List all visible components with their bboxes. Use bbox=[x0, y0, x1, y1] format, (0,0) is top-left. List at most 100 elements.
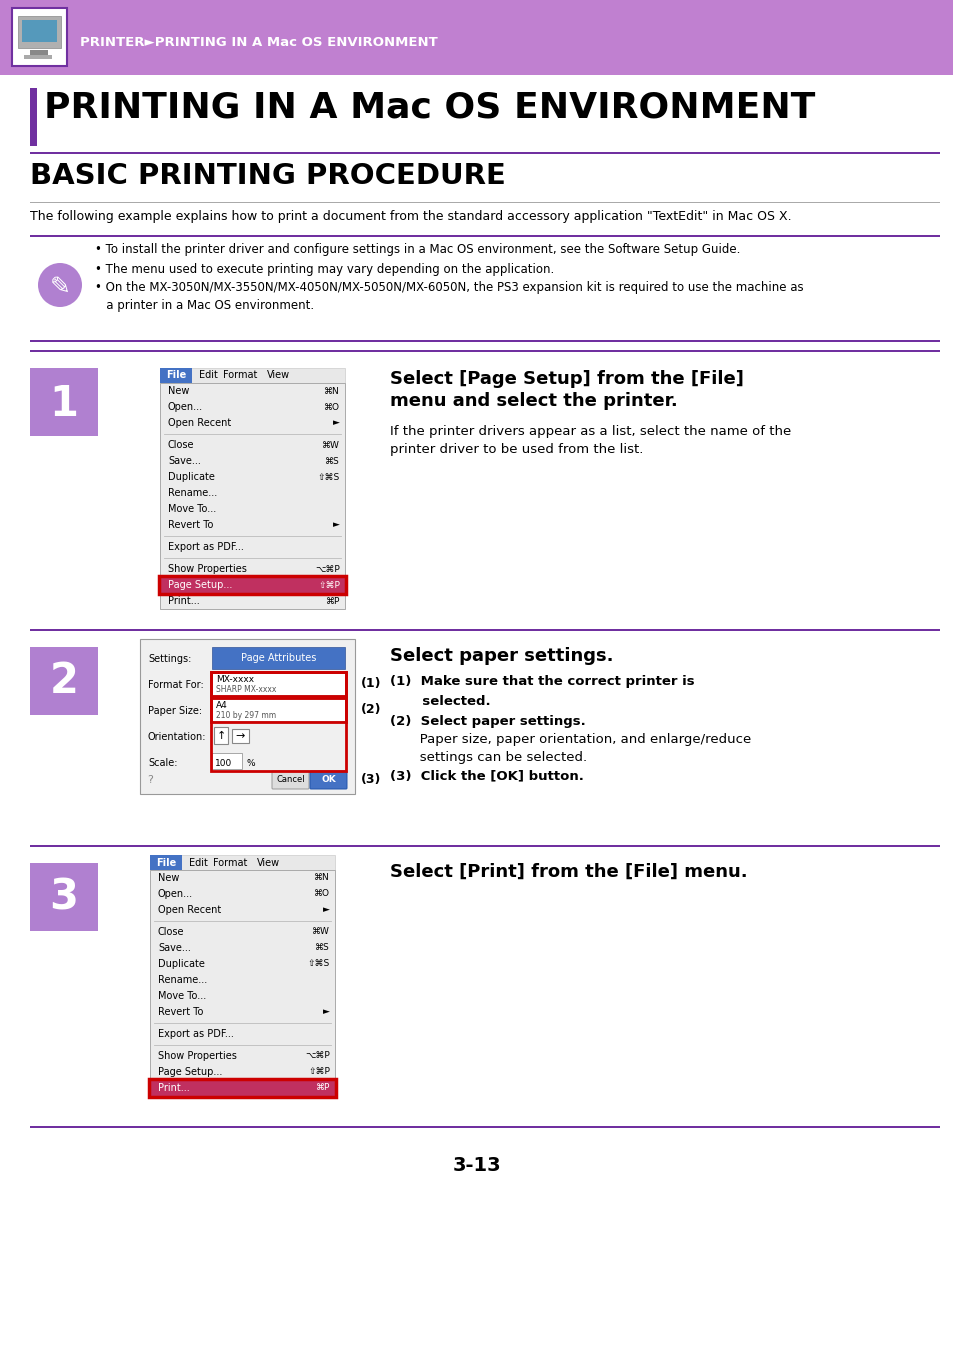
Text: PRINTING IN A Mac OS ENVIRONMENT: PRINTING IN A Mac OS ENVIRONMENT bbox=[44, 90, 815, 126]
Text: Select [Page Setup] from the [File]: Select [Page Setup] from the [File] bbox=[390, 370, 743, 387]
Bar bbox=[211, 672, 346, 771]
Text: ⌘S: ⌘S bbox=[314, 944, 330, 953]
Text: Open...: Open... bbox=[158, 890, 193, 899]
Text: • On the MX-3050N/MX-3550N/MX-4050N/MX-5050N/MX-6050N, the PS3 expansion kit is : • On the MX-3050N/MX-3550N/MX-4050N/MX-5… bbox=[95, 281, 802, 294]
Text: (2)  Select paper settings.: (2) Select paper settings. bbox=[390, 716, 585, 728]
Bar bbox=[30, 629, 939, 630]
Text: OK: OK bbox=[321, 775, 336, 784]
Text: Page Setup...: Page Setup... bbox=[168, 580, 233, 590]
Bar bbox=[232, 729, 249, 742]
Bar bbox=[211, 672, 346, 697]
Text: View: View bbox=[266, 370, 290, 381]
Text: ?: ? bbox=[147, 775, 152, 784]
Text: Show Properties: Show Properties bbox=[158, 1052, 236, 1061]
Bar bbox=[149, 1079, 335, 1098]
Text: ⌘W: ⌘W bbox=[312, 927, 330, 937]
Bar bbox=[160, 576, 345, 593]
Text: Rename...: Rename... bbox=[168, 487, 217, 498]
Text: Page Setup...: Page Setup... bbox=[158, 1066, 222, 1077]
Text: PRINTER►PRINTING IN A Mac OS ENVIRONMENT: PRINTER►PRINTING IN A Mac OS ENVIRONMENT bbox=[80, 36, 437, 50]
Text: menu and select the printer.: menu and select the printer. bbox=[390, 392, 677, 410]
Text: Format For:: Format For: bbox=[148, 680, 204, 690]
Text: Close: Close bbox=[158, 927, 184, 937]
Text: Paper size, paper orientation, and enlarge/reduce: Paper size, paper orientation, and enlar… bbox=[390, 733, 750, 747]
Bar bbox=[30, 350, 939, 351]
Bar bbox=[30, 369, 98, 436]
Bar bbox=[160, 383, 345, 609]
Text: ⌘W: ⌘W bbox=[322, 440, 339, 450]
Bar bbox=[0, 0, 953, 76]
Bar bbox=[12, 8, 67, 66]
Text: If the printer drivers appear as a list, select the name of the: If the printer drivers appear as a list,… bbox=[390, 425, 790, 437]
Text: Export as PDF...: Export as PDF... bbox=[168, 541, 244, 552]
Bar bbox=[24, 55, 52, 59]
Bar bbox=[140, 639, 355, 794]
Text: printer driver to be used from the list.: printer driver to be used from the list. bbox=[390, 443, 642, 456]
Text: (3): (3) bbox=[360, 774, 381, 787]
Text: 210 by 297 mm: 210 by 297 mm bbox=[215, 710, 275, 720]
Bar bbox=[30, 340, 939, 342]
Text: Save...: Save... bbox=[168, 456, 201, 466]
Text: ⌥⌘P: ⌥⌘P bbox=[305, 1052, 330, 1061]
Text: SHARP MX-xxxx: SHARP MX-xxxx bbox=[215, 684, 276, 694]
Bar bbox=[212, 699, 345, 721]
Text: 1: 1 bbox=[50, 383, 78, 425]
Text: ⌘N: ⌘N bbox=[324, 386, 339, 396]
Text: %: % bbox=[247, 759, 255, 768]
Text: 3-13: 3-13 bbox=[453, 1156, 500, 1174]
Text: (1)  Make sure that the correct printer is: (1) Make sure that the correct printer i… bbox=[390, 675, 694, 688]
Text: ⇧⌘S: ⇧⌘S bbox=[317, 472, 339, 482]
Text: ⇧⌘P: ⇧⌘P bbox=[308, 1068, 330, 1076]
Bar bbox=[30, 845, 939, 846]
Text: Show Properties: Show Properties bbox=[168, 564, 247, 574]
Text: ⌘P: ⌘P bbox=[325, 597, 339, 606]
Text: Format: Format bbox=[213, 857, 247, 868]
Bar bbox=[30, 50, 48, 55]
Text: 2: 2 bbox=[50, 660, 78, 702]
Bar bbox=[159, 576, 346, 594]
Text: Scale:: Scale: bbox=[148, 757, 177, 768]
Text: →: → bbox=[235, 730, 244, 741]
Text: Open Recent: Open Recent bbox=[158, 904, 221, 915]
Bar bbox=[212, 753, 242, 769]
Text: File: File bbox=[155, 857, 176, 868]
Text: ⇧⌘P: ⇧⌘P bbox=[317, 580, 339, 590]
Text: • The menu used to execute printing may vary depending on the application.: • The menu used to execute printing may … bbox=[95, 263, 554, 275]
Text: ⌥⌘P: ⌥⌘P bbox=[314, 564, 339, 574]
Text: (3)  Click the [OK] button.: (3) Click the [OK] button. bbox=[390, 769, 583, 782]
Bar bbox=[160, 369, 192, 383]
Text: View: View bbox=[256, 857, 279, 868]
Text: Print...: Print... bbox=[168, 595, 199, 606]
Text: Select [Print] from the [File] menu.: Select [Print] from the [File] menu. bbox=[390, 863, 747, 882]
Text: Duplicate: Duplicate bbox=[168, 472, 214, 482]
Text: settings can be selected.: settings can be selected. bbox=[390, 751, 586, 764]
Bar bbox=[212, 647, 345, 670]
Text: (2): (2) bbox=[360, 702, 381, 716]
Bar bbox=[150, 855, 335, 869]
Text: Open Recent: Open Recent bbox=[168, 418, 231, 428]
Bar bbox=[30, 88, 37, 146]
FancyBboxPatch shape bbox=[272, 771, 309, 788]
Text: Save...: Save... bbox=[158, 944, 191, 953]
Text: (1): (1) bbox=[360, 676, 381, 690]
Bar bbox=[150, 855, 182, 869]
Text: Format: Format bbox=[223, 370, 257, 381]
Bar bbox=[30, 153, 939, 154]
Text: selected.: selected. bbox=[390, 695, 490, 707]
Text: Orientation:: Orientation: bbox=[148, 732, 206, 742]
Bar bbox=[30, 647, 98, 716]
Text: Select paper settings.: Select paper settings. bbox=[390, 647, 613, 666]
Text: Print...: Print... bbox=[158, 1083, 190, 1094]
Text: Settings:: Settings: bbox=[148, 653, 192, 664]
Text: 100: 100 bbox=[214, 759, 232, 768]
Text: Revert To: Revert To bbox=[158, 1007, 203, 1017]
Text: ⌘O: ⌘O bbox=[324, 402, 339, 412]
Bar bbox=[22, 20, 57, 42]
Text: File: File bbox=[166, 370, 186, 381]
Text: Page Attributes: Page Attributes bbox=[240, 653, 315, 663]
Text: ►: ► bbox=[333, 418, 339, 428]
Text: Duplicate: Duplicate bbox=[158, 958, 205, 969]
Text: ↑: ↑ bbox=[216, 730, 226, 741]
Bar bbox=[150, 1080, 335, 1096]
FancyBboxPatch shape bbox=[310, 771, 347, 788]
